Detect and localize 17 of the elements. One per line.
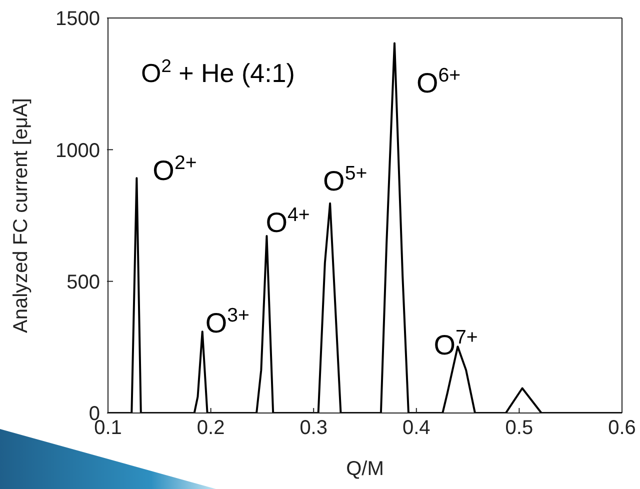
annotation: O$^{5+}$	[323, 162, 368, 196]
x-tick-label: 0.5	[505, 417, 534, 440]
y-axis-title: Analyzed FC current [eμA]	[10, 98, 32, 333]
annotation: O$^{7+}$	[434, 326, 478, 361]
y-tick-label: 1000	[56, 140, 100, 162]
annotation: O$^{2+}$	[152, 152, 197, 186]
x-tick-label: 0.2	[196, 417, 225, 440]
annotation: O$^{6+}$	[416, 64, 461, 98]
y-tick-label: 500	[66, 271, 100, 294]
annotation: O$^{3+}$	[205, 304, 250, 339]
x-tick-label: 0.3	[300, 417, 328, 440]
y-tick-label: 1500	[56, 8, 100, 30]
x-tick-label: 0.4	[402, 417, 430, 440]
annotation: O$^{2}$ + He (4:1)	[141, 56, 295, 88]
x-tick-label: 0.6	[608, 417, 636, 440]
x-axis-title: Q/M	[346, 458, 384, 480]
annotation: O$^{4+}$	[266, 204, 310, 238]
